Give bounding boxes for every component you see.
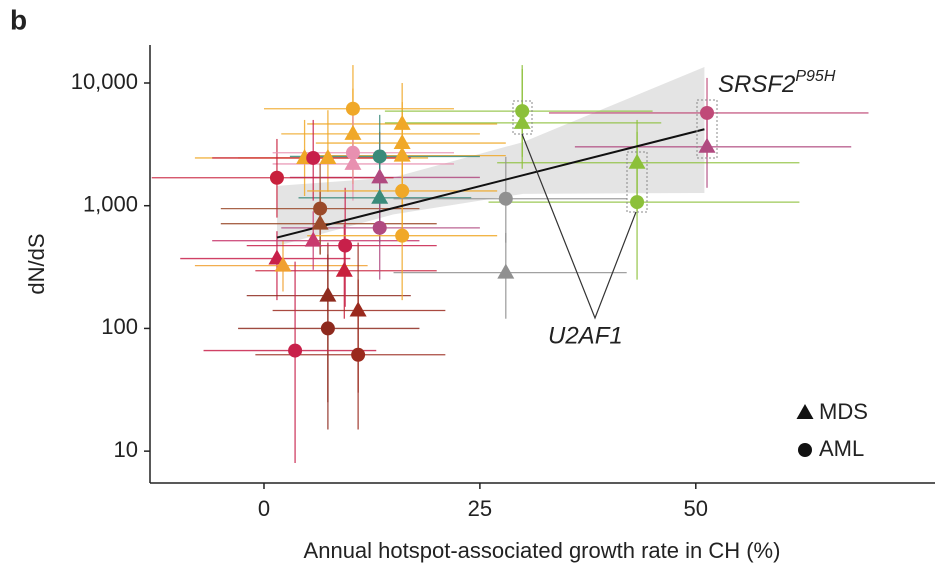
circle-marker — [306, 150, 321, 165]
panel-label: b — [10, 4, 27, 35]
triangle-marker — [393, 146, 411, 162]
x-tick-label: 50 — [684, 496, 708, 521]
circle-marker — [395, 183, 410, 198]
triangle-marker — [311, 214, 329, 230]
triangle-marker — [319, 148, 337, 164]
circle-marker — [700, 105, 715, 120]
trend-line — [276, 128, 705, 239]
triangle-marker — [349, 301, 367, 317]
triangle-marker — [371, 168, 389, 184]
y-tick-label: 10,000 — [71, 69, 138, 94]
x-axis-label: Annual hotspot-associated growth rate in… — [304, 538, 781, 563]
circle-marker — [395, 228, 410, 243]
circle-marker — [313, 201, 328, 216]
connectors — [521, 133, 637, 320]
circle-marker — [498, 191, 513, 206]
circle-marker — [269, 170, 284, 185]
triangle-marker — [628, 153, 646, 169]
plot-layer: 0 25 50 10 100 1,000 10,000 MDS AML — [71, 45, 935, 521]
triangle-marker — [304, 231, 322, 247]
legend-marker — [796, 404, 814, 419]
legend-label: AML — [819, 436, 864, 461]
circle-marker — [630, 195, 645, 210]
circle-marker — [320, 321, 335, 336]
annotation: U2AF1 — [548, 322, 623, 349]
triangle-marker — [274, 256, 292, 272]
annotation: SRSF2P95H — [718, 68, 836, 98]
highlight-box — [626, 151, 648, 213]
circle-marker — [372, 149, 387, 164]
circle-marker — [338, 238, 353, 253]
y-tick-label: 1,000 — [83, 192, 138, 217]
circle-marker — [288, 343, 303, 358]
y-tick-label: 100 — [101, 314, 138, 339]
circle-marker — [345, 145, 360, 160]
annotation-text: SRSF2 — [718, 71, 795, 98]
triangle-marker — [344, 154, 362, 170]
triangle-marker — [513, 113, 531, 129]
legend-label: MDS — [819, 399, 868, 424]
triangle-marker — [393, 114, 411, 130]
triangle-marker — [319, 286, 337, 302]
connector-line — [521, 133, 637, 320]
triangle-marker — [344, 124, 362, 140]
circle-marker — [515, 104, 530, 119]
circle-marker — [351, 347, 366, 362]
triangle-marker — [497, 263, 515, 279]
highlight-box — [696, 99, 718, 159]
y-tick-label: 10 — [114, 437, 138, 462]
y-axis-label: dN/dS — [24, 233, 49, 294]
triangle-marker — [698, 137, 716, 153]
x-tick-label: 25 — [468, 496, 492, 521]
triangle-marker — [371, 188, 389, 204]
legend-marker — [798, 443, 812, 457]
annotation-sup: P95H — [795, 68, 835, 85]
triangle-marker — [393, 134, 411, 150]
x-tick-label: 0 — [258, 496, 270, 521]
circle-marker — [345, 101, 360, 116]
triangle-marker — [335, 261, 353, 277]
circle-marker — [372, 220, 387, 235]
